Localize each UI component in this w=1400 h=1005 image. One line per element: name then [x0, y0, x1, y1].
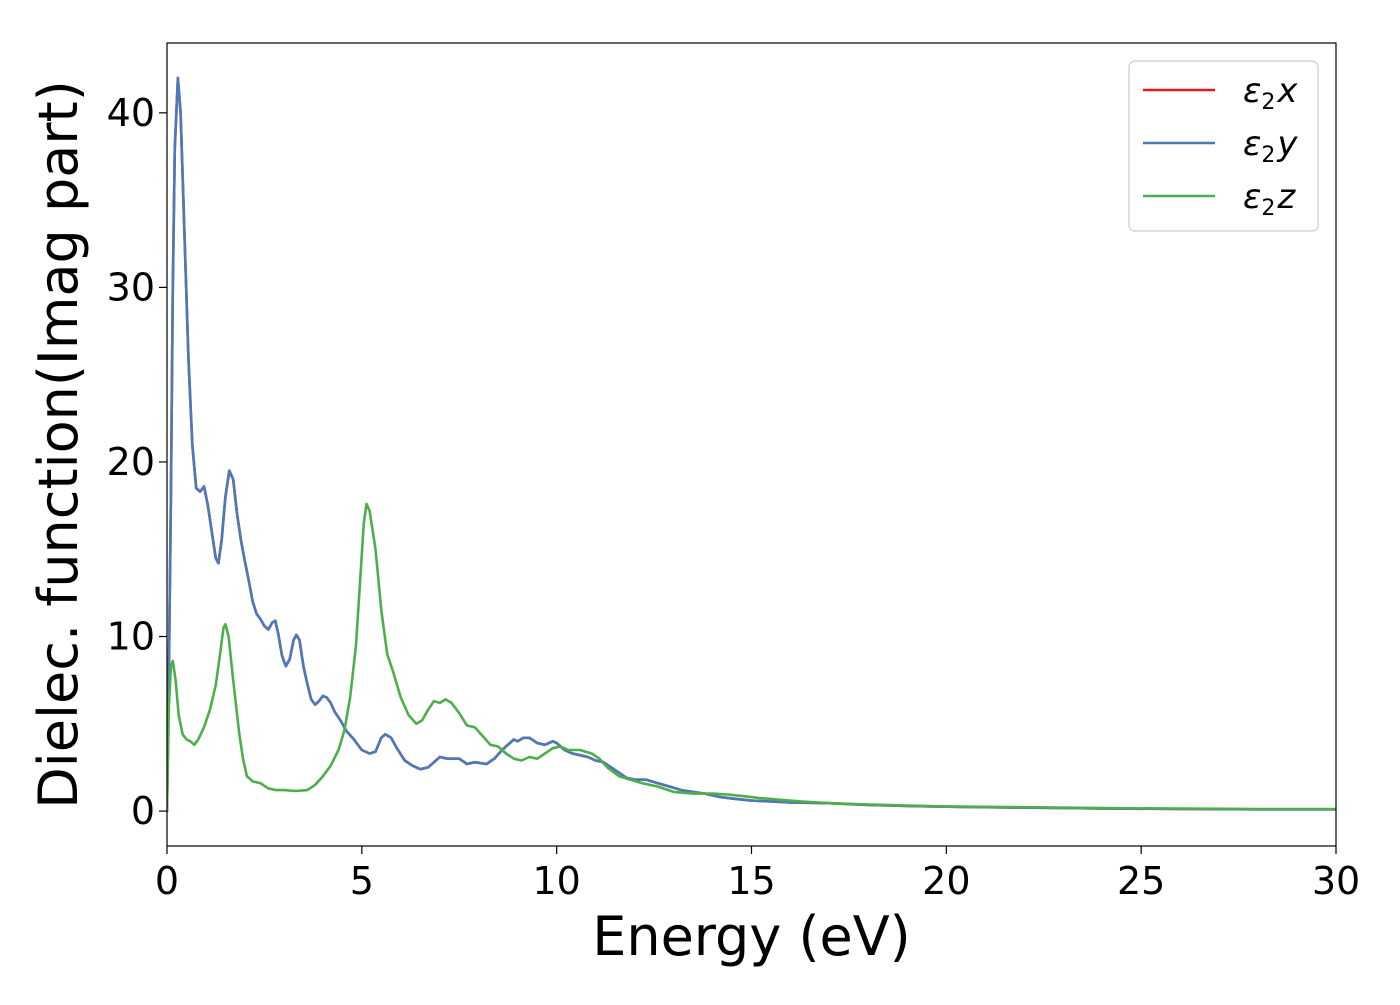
legend-label-z: ε2z: [1243, 177, 1296, 221]
y-tick-label: 40: [107, 91, 155, 135]
x-axis-title: Energy (eV): [592, 905, 911, 968]
series-line-y: [167, 76, 1336, 813]
series-line-z: [167, 502, 1336, 813]
y-tick-label: 30: [107, 265, 155, 309]
y-tick-label: 0: [131, 789, 155, 833]
x-tick-label: 0: [155, 859, 179, 903]
ticks-layer: 0 5 10 15 20 25 30 0 10 20 30 40: [107, 91, 1361, 903]
legend-label-y: ε2y: [1243, 124, 1298, 168]
legend-box: [1128, 60, 1319, 232]
series-layer: [167, 76, 1336, 813]
y-axis-title: Dielec. function(Imag part): [27, 80, 90, 809]
x-tick-label: 20: [922, 859, 970, 903]
y-tick-label: 10: [107, 615, 155, 659]
legend: ε2x ε2y ε2z: [1128, 60, 1319, 232]
x-tick-label: 30: [1312, 859, 1360, 903]
legend-label-x: ε2x: [1243, 71, 1298, 115]
x-tick-label: 15: [727, 859, 775, 903]
x-tick-label: 25: [1117, 859, 1165, 903]
x-tick-label: 5: [350, 859, 374, 903]
x-tick-label: 10: [532, 859, 580, 903]
y-tick-label: 20: [107, 440, 155, 484]
